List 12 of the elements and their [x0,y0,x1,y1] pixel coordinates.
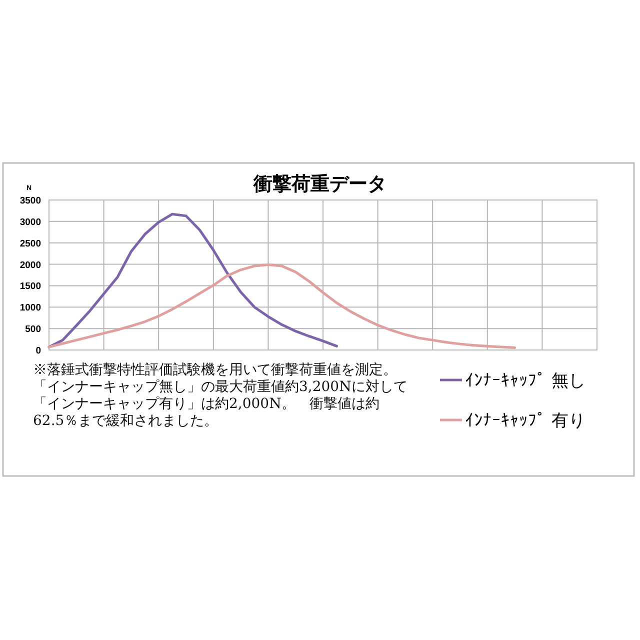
y-tick-label: 1500 [20,281,41,292]
chart-title: 衝撃荷重データ [252,173,386,195]
y-tick-label: 2500 [20,238,41,250]
text: ※落錘式衝撃特性評価試験機を用いて衝撃荷重値を測定。「インナーキャップ無し」の最大荷重値約3,200Nに対して「インナーキャップ有り」は約2,000N。 衝撃値は約62.5％まで緩和されました。 [33,362,408,430]
legend-label: ｲﾝﾅｰｷｬｯﾌﾟ 有り [465,411,586,431]
y-tick-label: 2000 [20,260,41,271]
y-tick-label: 3500 [20,196,41,206]
legend-label: ｲﾝﾅｰｷｬｯﾌﾟ 無し [465,371,586,391]
y-tick-label: 1000 [20,302,41,314]
y-tick-label: 500 [25,324,41,336]
y-tick-label: 3000 [20,216,41,228]
y-tick-label: 0 [36,346,41,356]
